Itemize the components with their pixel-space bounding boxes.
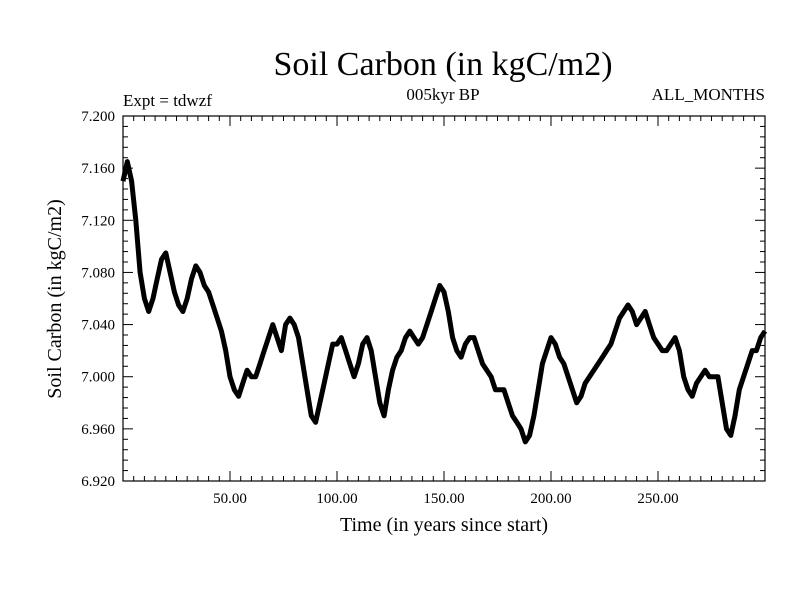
x-axis-label: Time (in years since start) — [340, 514, 548, 536]
y-tick-label: 7.120 — [81, 213, 115, 229]
y-tick-label: 7.080 — [81, 265, 115, 281]
x-tick-label: 250.00 — [637, 491, 678, 507]
y-tick-label: 7.200 — [81, 109, 115, 125]
y-tick-label: 7.040 — [81, 318, 115, 334]
x-tick-label: 150.00 — [423, 491, 464, 507]
x-tick-label: 100.00 — [316, 491, 357, 507]
y-tick-label: 6.920 — [81, 474, 115, 490]
tick-labels: 50.00 100.00 150.00 200.00 250.00 6.920 6.960 7… — [81, 109, 678, 507]
chart-title: Soil Carbon (in kgC/m2) — [273, 46, 612, 83]
period-label: 005kyr BP — [406, 85, 479, 104]
x-tick-label: 200.00 — [530, 491, 571, 507]
experiment-label: Expt = tdwzf — [123, 91, 212, 110]
y-tick-label: 7.160 — [81, 161, 115, 177]
y-tick-label: 6.960 — [81, 422, 115, 438]
y-axis-label: Soil Carbon (in kgC/m2) — [44, 199, 66, 398]
y-tick-label: 7.000 — [81, 370, 115, 386]
x-tick-label: 50.00 — [213, 491, 247, 507]
months-label: ALL_MONTHS — [652, 85, 765, 104]
series-line — [120, 159, 768, 445]
